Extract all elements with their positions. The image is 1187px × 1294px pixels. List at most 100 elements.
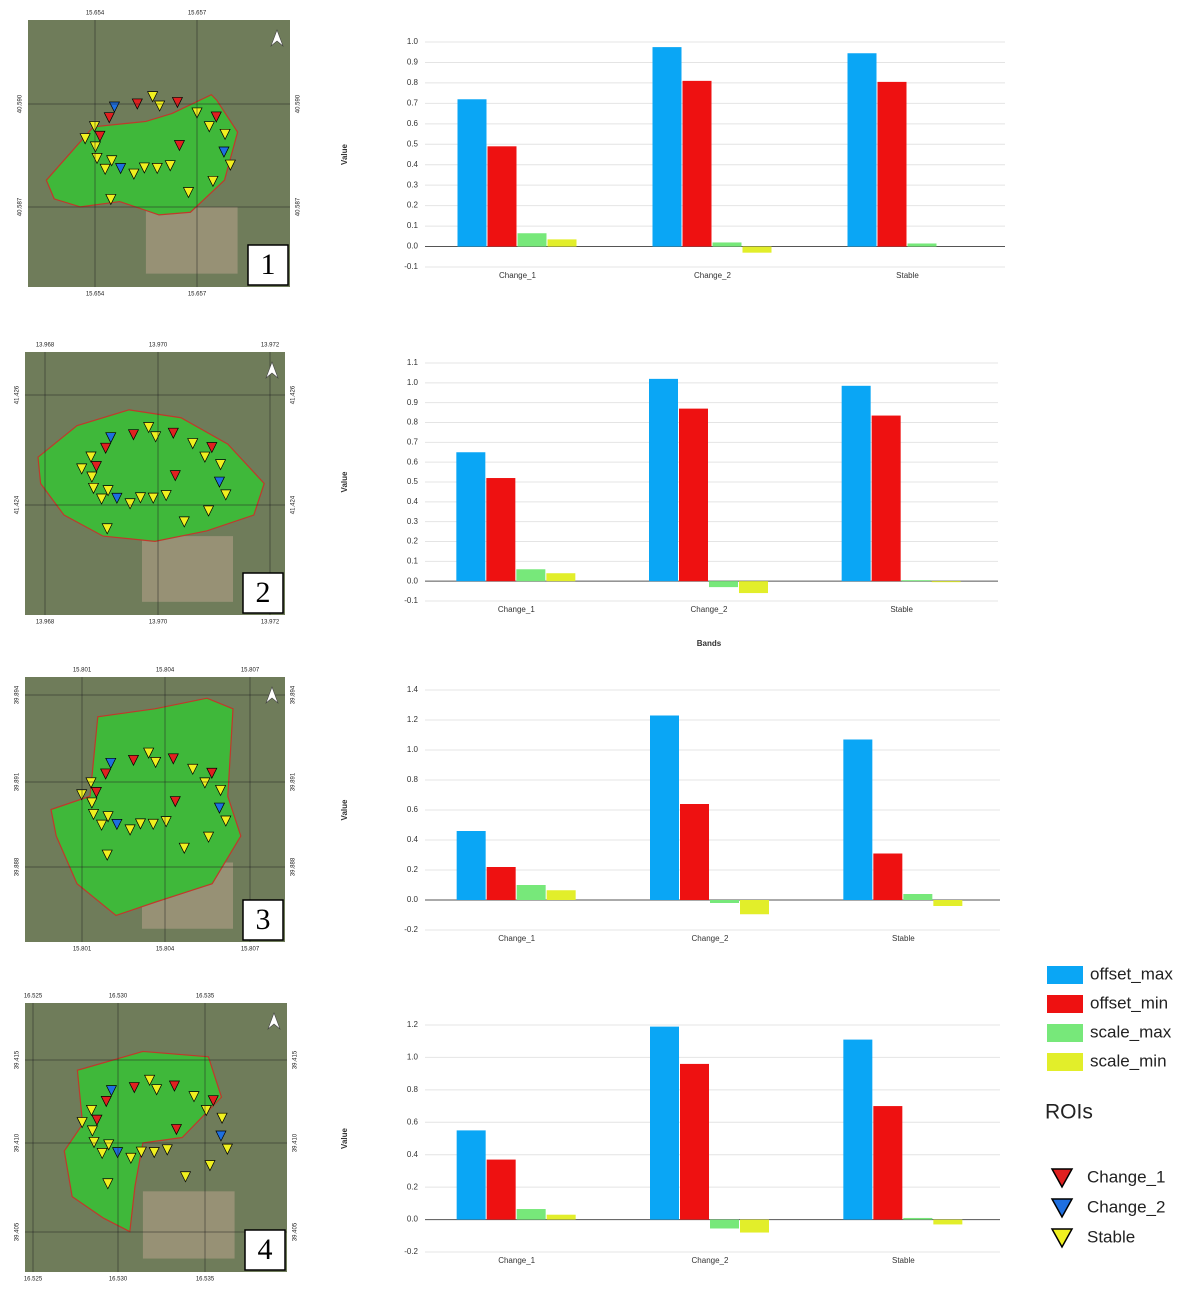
map-x-coord: 13.968 xyxy=(36,620,55,626)
bar xyxy=(679,409,708,582)
y-tick-label: 0.0 xyxy=(407,895,419,904)
roi-legend-marker xyxy=(1052,1199,1072,1217)
y-tick-label: 0.7 xyxy=(407,437,419,446)
map-x-coord: 13.970 xyxy=(149,620,168,626)
legend-swatch xyxy=(1047,1024,1083,1042)
bar xyxy=(908,243,937,246)
legend-swatch xyxy=(1047,966,1083,984)
bar xyxy=(680,804,709,900)
y-tick-label: 0.6 xyxy=(407,1117,419,1126)
map-x-coord: 15.807 xyxy=(241,947,260,953)
bar xyxy=(843,740,872,901)
bar xyxy=(516,569,545,581)
map-y-coord: 41.426 xyxy=(291,385,297,404)
x-tick-label: Change_2 xyxy=(692,1256,729,1265)
bar xyxy=(843,1040,872,1220)
y-axis-title: Value xyxy=(340,144,349,165)
y-axis-title: Value xyxy=(340,799,349,820)
y-tick-label: 1.0 xyxy=(407,378,419,387)
y-tick-label: 0.9 xyxy=(407,58,419,67)
map-field xyxy=(142,536,233,602)
map-x-coord: 16.535 xyxy=(196,1277,215,1283)
y-tick-label: 0.2 xyxy=(407,1182,419,1191)
legend-label: scale_max xyxy=(1090,1022,1172,1041)
legend-label: offset_min xyxy=(1090,993,1168,1012)
map-x-coord: 15.804 xyxy=(156,947,175,953)
roi-legend-label: Change_2 xyxy=(1087,1197,1165,1216)
x-tick-label: Stable xyxy=(892,1256,915,1265)
map-y-coord: 41.424 xyxy=(291,495,297,514)
bar xyxy=(487,867,516,900)
y-tick-label: -0.1 xyxy=(404,596,418,605)
y-tick-label: 0.1 xyxy=(407,221,419,230)
map-x-coord: 15.804 xyxy=(156,668,175,674)
map-field xyxy=(146,207,238,274)
map-x-coord: 15.654 xyxy=(86,11,105,17)
legend-label: offset_max xyxy=(1090,964,1173,983)
map-y-coord: 40.587 xyxy=(18,197,24,216)
bar xyxy=(518,233,547,246)
map-y-coord: 40.590 xyxy=(296,94,302,113)
roi-legend-label: Stable xyxy=(1087,1227,1135,1246)
map-y-coord: 39.415 xyxy=(293,1050,299,1069)
bar xyxy=(710,900,739,903)
bar xyxy=(878,82,907,247)
map-y-coord: 41.426 xyxy=(15,385,21,404)
x-tick-label: Change_1 xyxy=(498,1256,535,1265)
map-y-coord: 39.891 xyxy=(291,772,297,791)
bar xyxy=(848,53,877,246)
map-x-coord: 16.530 xyxy=(109,994,128,1000)
y-tick-label: 0.5 xyxy=(407,139,419,148)
bar xyxy=(547,890,576,900)
x-axis-title: Bands xyxy=(697,639,722,648)
y-tick-label: 0.3 xyxy=(407,517,419,526)
map-x-coord: 13.972 xyxy=(261,620,280,626)
panel-number: 2 xyxy=(256,576,271,609)
x-tick-label: Stable xyxy=(896,271,919,280)
y-tick-label: 0.2 xyxy=(407,201,419,210)
bar xyxy=(517,1209,546,1220)
legend-swatch xyxy=(1047,1053,1083,1071)
x-tick-label: Change_1 xyxy=(498,605,535,614)
y-tick-label: 0.4 xyxy=(407,1150,419,1159)
bar xyxy=(842,386,871,581)
bar xyxy=(649,379,678,581)
panel-number: 1 xyxy=(261,248,276,281)
bar xyxy=(650,1027,679,1220)
bar xyxy=(872,416,901,582)
legend-label: scale_min xyxy=(1090,1051,1167,1070)
figure: ROIs 15.65415.65415.65715.65740.59040.59… xyxy=(0,0,1187,1289)
bar xyxy=(873,854,902,901)
y-tick-label: 0.5 xyxy=(407,477,419,486)
bar xyxy=(457,1130,486,1219)
bar xyxy=(456,452,485,581)
bar xyxy=(488,146,517,246)
bar xyxy=(458,99,487,246)
map-y-coord: 39.894 xyxy=(291,685,297,704)
bar xyxy=(740,900,769,914)
y-tick-label: -0.2 xyxy=(404,925,418,934)
y-tick-label: 0.2 xyxy=(407,537,419,546)
map-y-coord: 39.888 xyxy=(291,857,297,876)
bar xyxy=(933,900,962,906)
y-tick-label: 0.3 xyxy=(407,180,419,189)
map-x-coord: 15.657 xyxy=(188,11,207,17)
x-tick-label: Stable xyxy=(890,605,913,614)
roi-legend-title: ROIs xyxy=(1045,1101,1093,1124)
bar xyxy=(487,1160,516,1220)
y-tick-label: 0.6 xyxy=(407,119,419,128)
y-tick-label: 1.1 xyxy=(407,358,419,367)
bar xyxy=(743,247,772,253)
y-tick-label: 0.8 xyxy=(407,418,419,427)
map-y-coord: 39.405 xyxy=(293,1222,299,1241)
y-tick-label: 1.4 xyxy=(407,685,419,694)
y-tick-label: 0.4 xyxy=(407,160,419,169)
bar xyxy=(710,1220,739,1229)
map-x-coord: 13.970 xyxy=(149,343,168,349)
y-tick-label: 0.0 xyxy=(407,576,419,585)
y-tick-label: 1.2 xyxy=(407,1020,419,1029)
bar xyxy=(932,581,961,582)
y-tick-label: 0.8 xyxy=(407,78,419,87)
bar xyxy=(740,1220,769,1233)
y-tick-label: 0.8 xyxy=(407,775,419,784)
